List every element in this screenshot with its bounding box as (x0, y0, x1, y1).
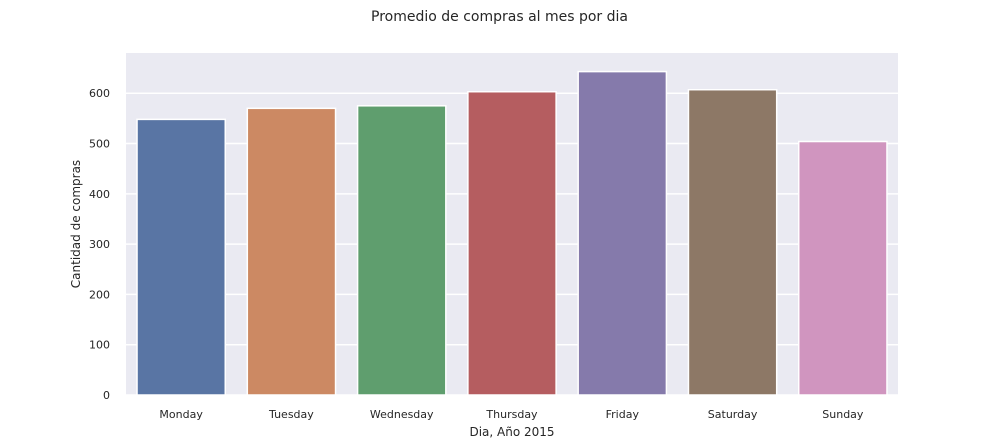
x-axis-label: Dia, Año 2015 (469, 425, 554, 439)
x-axis-ticks: Monday Tuesday Wednesday Thursday Friday Satu… (159, 408, 863, 421)
x-tick-label: Thursday (485, 408, 538, 421)
bar-thursday (468, 92, 556, 395)
x-tick-label: Wednesday (370, 408, 434, 421)
y-tick-label: 400 (89, 188, 110, 201)
y-tick-label: 200 (89, 288, 110, 301)
bar-tuesday (247, 108, 335, 395)
y-tick-label: 600 (89, 87, 110, 100)
x-tick-label: Sunday (822, 408, 864, 421)
y-tick-label: 100 (89, 339, 110, 352)
bar-saturday (688, 90, 776, 395)
bars (137, 72, 887, 395)
bar-friday (578, 72, 666, 395)
y-tick-label: 300 (89, 238, 110, 251)
x-tick-label: Tuesday (268, 408, 314, 421)
y-tick-label: 500 (89, 138, 110, 151)
y-axis-ticks: 0 100 200 300 400 500 600 (89, 87, 110, 402)
y-axis-label: Cantidad de compras (69, 160, 83, 288)
bar-sunday (799, 142, 887, 395)
bar-wednesday (358, 106, 446, 395)
chart-title: Promedio de compras al mes por dia (371, 9, 628, 25)
y-tick-label: 0 (103, 389, 110, 402)
x-tick-label: Saturday (708, 408, 758, 421)
bar-monday (137, 119, 225, 395)
x-tick-label: Monday (159, 408, 203, 421)
x-tick-label: Friday (606, 408, 640, 421)
